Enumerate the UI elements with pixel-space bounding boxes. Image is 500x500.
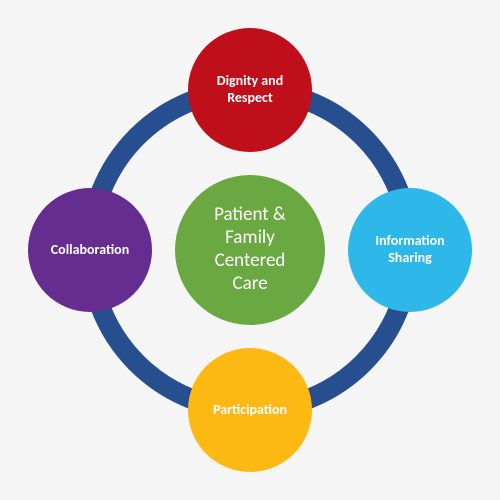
hub-node: Patient & Family Centered Care — [175, 175, 325, 325]
satellite-node-participation: Participation — [188, 348, 312, 472]
hub-label: Patient & Family Centered Care — [214, 204, 286, 295]
satellite-label: Information Sharing — [375, 233, 444, 267]
satellite-node-dignity: Dignity and Respect — [188, 28, 312, 152]
satellite-node-information: Information Sharing — [348, 188, 472, 312]
satellite-label: Dignity and Respect — [217, 73, 283, 107]
satellite-node-collaboration: Collaboration — [28, 188, 152, 312]
satellite-label: Participation — [213, 402, 287, 419]
diagram-stage: Patient & Family Centered Care Dignity an… — [0, 0, 500, 500]
satellite-label: Collaboration — [51, 242, 129, 259]
